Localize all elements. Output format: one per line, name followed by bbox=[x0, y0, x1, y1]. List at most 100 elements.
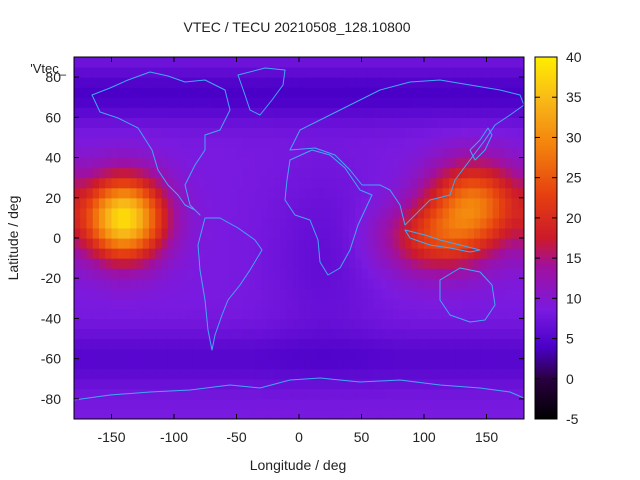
heatmap-cell bbox=[249, 268, 256, 279]
heatmap-cell bbox=[167, 238, 175, 249]
heatmap-cell bbox=[367, 368, 375, 380]
x-tick-label: 150 bbox=[475, 429, 499, 445]
heatmap-cell bbox=[167, 348, 175, 360]
heatmap-cell bbox=[336, 338, 344, 350]
heatmap-cell bbox=[430, 217, 438, 229]
heatmap-cell bbox=[405, 207, 413, 219]
heatmap-cell bbox=[92, 137, 100, 149]
heatmap-cell bbox=[499, 97, 506, 108]
heatmap-cell bbox=[255, 268, 263, 279]
heatmap-cell bbox=[442, 238, 450, 249]
heatmap-cell bbox=[449, 258, 456, 269]
heatmap-cell bbox=[486, 117, 494, 128]
heatmap-cell bbox=[411, 258, 419, 269]
heatmap-cell bbox=[136, 157, 144, 169]
heatmap-cell bbox=[211, 278, 219, 289]
heatmap-cell bbox=[261, 368, 269, 380]
heatmap-cell bbox=[92, 97, 100, 108]
heatmap-cell bbox=[436, 67, 444, 78]
heatmap-cell bbox=[117, 298, 125, 309]
heatmap-cell bbox=[455, 147, 463, 159]
heatmap-cell bbox=[80, 217, 88, 229]
heatmap-cell bbox=[355, 338, 363, 350]
heatmap-cell bbox=[149, 157, 156, 169]
heatmap-cell bbox=[130, 268, 138, 279]
heatmap-cell bbox=[455, 217, 463, 229]
heatmap-cell bbox=[374, 197, 381, 209]
heatmap-cell bbox=[467, 207, 475, 219]
heatmap-cell bbox=[405, 227, 413, 239]
heatmap-cell bbox=[86, 378, 94, 390]
heatmap-cell bbox=[274, 338, 281, 350]
heatmap-cell bbox=[511, 328, 519, 340]
heatmap-cell bbox=[311, 97, 319, 108]
heatmap-cell bbox=[374, 117, 381, 128]
heatmap-cell bbox=[92, 378, 100, 390]
heatmap-cell bbox=[149, 107, 156, 118]
heatmap-cell bbox=[317, 248, 325, 259]
heatmap-cell bbox=[292, 137, 300, 149]
heatmap-cell bbox=[292, 207, 300, 219]
heatmap-cell bbox=[111, 328, 119, 340]
heatmap-cell bbox=[455, 358, 463, 370]
heatmap-cell bbox=[367, 238, 375, 249]
heatmap-cell bbox=[155, 117, 163, 128]
heatmap-cell bbox=[492, 358, 500, 370]
heatmap-cell bbox=[124, 408, 131, 419]
heatmap-cell bbox=[349, 187, 356, 199]
heatmap-cell bbox=[499, 348, 506, 360]
heatmap-cell bbox=[336, 77, 344, 88]
heatmap-cell bbox=[405, 278, 413, 289]
heatmap-cell bbox=[130, 147, 138, 159]
heatmap-cell bbox=[236, 127, 244, 139]
heatmap-cell bbox=[192, 207, 200, 219]
heatmap-cell bbox=[424, 298, 431, 309]
heatmap-cell bbox=[436, 308, 444, 320]
heatmap-cell bbox=[505, 368, 513, 380]
heatmap-cell bbox=[442, 147, 450, 159]
heatmap-cell bbox=[505, 338, 513, 350]
heatmap-cell bbox=[324, 67, 331, 78]
heatmap-cell bbox=[230, 368, 238, 380]
heatmap-cell bbox=[142, 107, 150, 118]
heatmap-cell bbox=[342, 268, 350, 279]
heatmap-cell bbox=[449, 187, 456, 199]
heatmap-cell bbox=[211, 217, 219, 229]
heatmap-cell bbox=[217, 217, 225, 229]
heatmap-cell bbox=[324, 348, 331, 360]
heatmap-cell bbox=[474, 117, 481, 128]
heatmap-cell bbox=[161, 378, 169, 390]
heatmap-cell bbox=[367, 268, 375, 279]
heatmap-cell bbox=[105, 358, 113, 370]
heatmap-cell bbox=[111, 258, 119, 269]
heatmap-cell bbox=[80, 67, 88, 78]
heatmap-cell bbox=[99, 378, 106, 390]
heatmap-cell bbox=[186, 288, 194, 299]
heatmap-cell bbox=[342, 77, 350, 88]
heatmap-cell bbox=[492, 248, 500, 259]
heatmap-cell bbox=[336, 207, 344, 219]
heatmap-cell bbox=[367, 127, 375, 139]
heatmap-cell bbox=[199, 368, 206, 380]
heatmap-cell bbox=[186, 278, 194, 289]
heatmap-cell bbox=[124, 127, 131, 139]
heatmap-cell bbox=[436, 97, 444, 108]
heatmap-cell bbox=[424, 147, 431, 159]
heatmap-cell bbox=[436, 388, 444, 400]
heatmap-cell bbox=[174, 258, 181, 269]
heatmap-cell bbox=[149, 358, 156, 370]
heatmap-cell bbox=[192, 398, 200, 410]
heatmap-cell bbox=[255, 87, 263, 98]
heatmap-cell bbox=[117, 268, 125, 279]
heatmap-cell bbox=[105, 217, 113, 229]
heatmap-cell bbox=[180, 378, 188, 390]
heatmap-cell bbox=[430, 147, 438, 159]
heatmap-cell bbox=[186, 137, 194, 149]
heatmap-cell bbox=[99, 298, 106, 309]
heatmap-cell bbox=[149, 177, 156, 189]
colorbar-tick-label: 10 bbox=[566, 290, 582, 306]
heatmap-cell bbox=[161, 328, 169, 340]
heatmap-cell bbox=[192, 258, 200, 269]
heatmap-cell bbox=[349, 368, 356, 380]
heatmap-cell bbox=[380, 137, 388, 149]
